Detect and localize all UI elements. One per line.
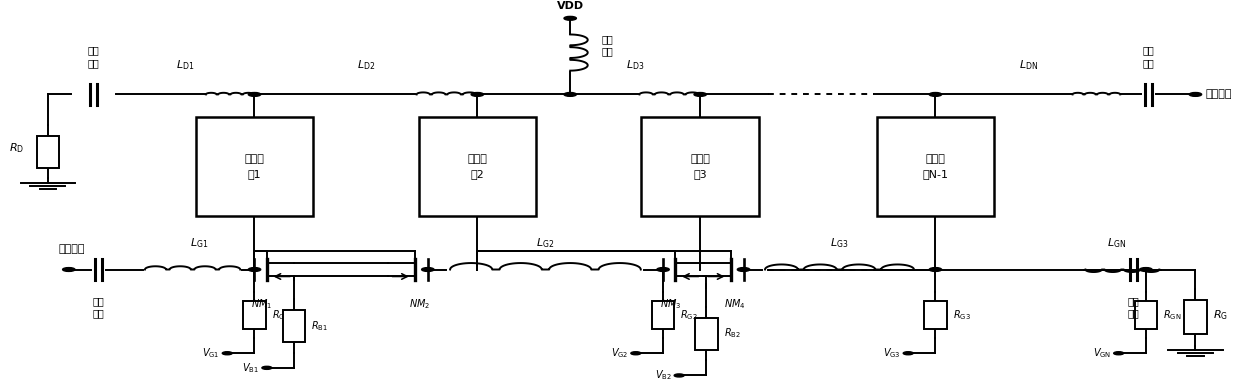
Bar — [243, 301, 265, 329]
Text: $R_{\rm GN}$: $R_{\rm GN}$ — [1163, 308, 1182, 322]
Text: $L_{\rm D3}$: $L_{\rm D3}$ — [626, 58, 645, 72]
Text: $NM_4$: $NM_4$ — [724, 297, 745, 311]
Circle shape — [1189, 93, 1202, 96]
Circle shape — [631, 352, 641, 355]
Text: 增益单
元2: 增益单 元2 — [467, 154, 487, 179]
Text: 信号输入: 信号输入 — [58, 244, 86, 254]
Text: VDD: VDD — [557, 1, 584, 11]
Text: $L_{\rm G2}$: $L_{\rm G2}$ — [536, 237, 554, 250]
Circle shape — [422, 268, 434, 271]
Circle shape — [675, 374, 684, 377]
Bar — [652, 301, 675, 329]
Text: $R_{\rm G2}$: $R_{\rm G2}$ — [681, 308, 698, 322]
Text: $V_{\rm GN}$: $V_{\rm GN}$ — [1092, 347, 1111, 360]
Circle shape — [1114, 352, 1123, 355]
Bar — [696, 318, 718, 350]
Bar — [924, 301, 946, 329]
Text: $V_{\rm B1}$: $V_{\rm B1}$ — [243, 361, 259, 375]
Text: $L_{\rm DN}$: $L_{\rm DN}$ — [1019, 58, 1038, 72]
Bar — [37, 136, 58, 167]
Circle shape — [1140, 268, 1152, 271]
Bar — [641, 117, 759, 216]
Text: $V_{\rm B2}$: $V_{\rm B2}$ — [655, 368, 672, 382]
Text: 增益单
元N-1: 增益单 元N-1 — [923, 154, 949, 179]
Circle shape — [657, 268, 670, 271]
Circle shape — [564, 16, 577, 20]
Text: $V_{\rm G2}$: $V_{\rm G2}$ — [611, 347, 629, 360]
Text: $NM_2$: $NM_2$ — [408, 297, 430, 311]
Circle shape — [262, 366, 272, 369]
Text: $NM_1$: $NM_1$ — [252, 297, 273, 311]
Circle shape — [929, 268, 941, 271]
Text: $R_{\rm D}$: $R_{\rm D}$ — [9, 141, 25, 154]
Text: $R_{\rm G1}$: $R_{\rm G1}$ — [272, 308, 289, 322]
Text: $V_{\rm G1}$: $V_{\rm G1}$ — [202, 347, 219, 360]
Circle shape — [564, 93, 577, 96]
Circle shape — [222, 352, 232, 355]
Text: $NM_3$: $NM_3$ — [660, 297, 681, 311]
Text: $R_{\rm B2}$: $R_{\rm B2}$ — [724, 327, 740, 341]
Bar — [1135, 301, 1157, 329]
Text: 信号输出: 信号输出 — [1205, 89, 1231, 100]
Bar — [419, 117, 536, 216]
Circle shape — [471, 93, 484, 96]
Text: 增益单
元1: 增益单 元1 — [244, 154, 264, 179]
Bar — [196, 117, 314, 216]
Text: $L_{\rm D1}$: $L_{\rm D1}$ — [176, 58, 195, 72]
Text: 增益单
元3: 增益单 元3 — [691, 154, 711, 179]
Circle shape — [248, 268, 260, 271]
Text: 耦合
电容: 耦合 电容 — [1127, 296, 1140, 319]
Circle shape — [903, 352, 913, 355]
Text: $L_{\rm D2}$: $L_{\rm D2}$ — [357, 58, 374, 72]
Circle shape — [62, 268, 74, 271]
Circle shape — [929, 93, 941, 96]
Text: $L_{\rm G1}$: $L_{\rm G1}$ — [190, 237, 208, 250]
Text: 耦合
电容: 耦合 电容 — [1142, 45, 1154, 68]
Text: $R_{\rm G}$: $R_{\rm G}$ — [1213, 308, 1228, 322]
Bar — [877, 117, 994, 216]
Circle shape — [738, 268, 750, 271]
Text: $R_{\rm G3}$: $R_{\rm G3}$ — [952, 308, 971, 322]
Text: $R_{\rm B1}$: $R_{\rm B1}$ — [311, 319, 329, 333]
Text: 耦合
电容: 耦合 电容 — [93, 296, 104, 319]
Bar — [283, 310, 305, 342]
Circle shape — [694, 93, 707, 96]
Text: 扼流
电感: 扼流 电感 — [601, 34, 613, 56]
Text: 耦合
电容: 耦合 电容 — [88, 45, 99, 68]
Bar — [1184, 300, 1207, 334]
Text: $V_{\rm G3}$: $V_{\rm G3}$ — [883, 347, 900, 360]
Circle shape — [248, 93, 260, 96]
Text: $L_{\rm GN}$: $L_{\rm GN}$ — [1106, 237, 1126, 250]
Text: $L_{\rm G3}$: $L_{\rm G3}$ — [831, 237, 848, 250]
